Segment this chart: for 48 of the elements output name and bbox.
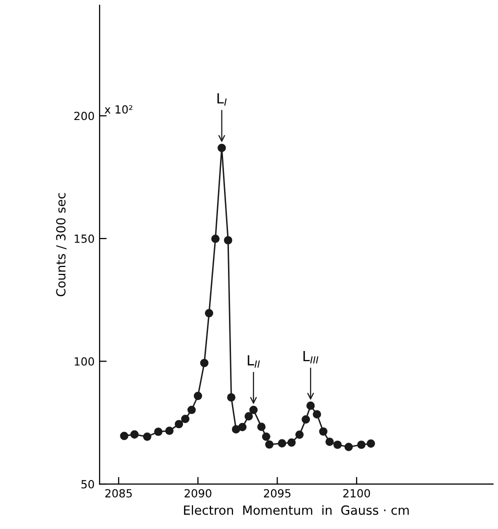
point	[120, 432, 128, 440]
y-tick-label: 200	[74, 112, 94, 120]
annotation: L$_{I}$	[217, 93, 227, 106]
point	[200, 358, 208, 368]
point	[143, 432, 152, 441]
point	[218, 144, 226, 152]
y-tick-label: 50	[81, 480, 94, 488]
point	[257, 422, 266, 431]
point	[249, 406, 258, 414]
point	[312, 410, 322, 418]
point	[204, 308, 214, 318]
point	[232, 425, 240, 434]
point	[262, 432, 270, 441]
y-tick-label: 150	[74, 234, 94, 243]
y-axis-title: Counts / 300 sec	[56, 193, 67, 296]
point	[130, 430, 139, 439]
x-tick-label: 2085	[105, 489, 132, 498]
point	[333, 440, 342, 449]
point	[194, 392, 202, 400]
point	[302, 415, 310, 424]
point	[357, 440, 366, 449]
point	[287, 438, 296, 447]
point	[278, 439, 286, 448]
point	[344, 442, 353, 452]
point	[224, 236, 232, 244]
x-axis-title: Electron Momentum in Gauss · cm	[184, 505, 409, 515]
annotation: x 10²	[104, 105, 132, 114]
point	[295, 430, 304, 439]
point	[319, 427, 328, 436]
point	[187, 406, 196, 414]
point	[244, 412, 253, 420]
point	[211, 234, 220, 243]
point	[174, 420, 184, 428]
point	[325, 438, 334, 446]
point	[238, 422, 247, 432]
point	[154, 428, 162, 436]
x-tick-label: 2100	[343, 489, 370, 498]
point	[306, 402, 315, 410]
point	[227, 393, 236, 402]
annotation: L$_{III}$	[303, 351, 318, 364]
point	[265, 440, 274, 449]
annotation: L$_{II}$	[248, 355, 260, 368]
point	[181, 414, 190, 424]
x-tick-label: 2095	[264, 489, 290, 498]
y-tick-label: 100	[74, 357, 94, 366]
x-tick-label: 2090	[184, 489, 212, 498]
point	[165, 426, 174, 435]
point	[366, 439, 376, 448]
